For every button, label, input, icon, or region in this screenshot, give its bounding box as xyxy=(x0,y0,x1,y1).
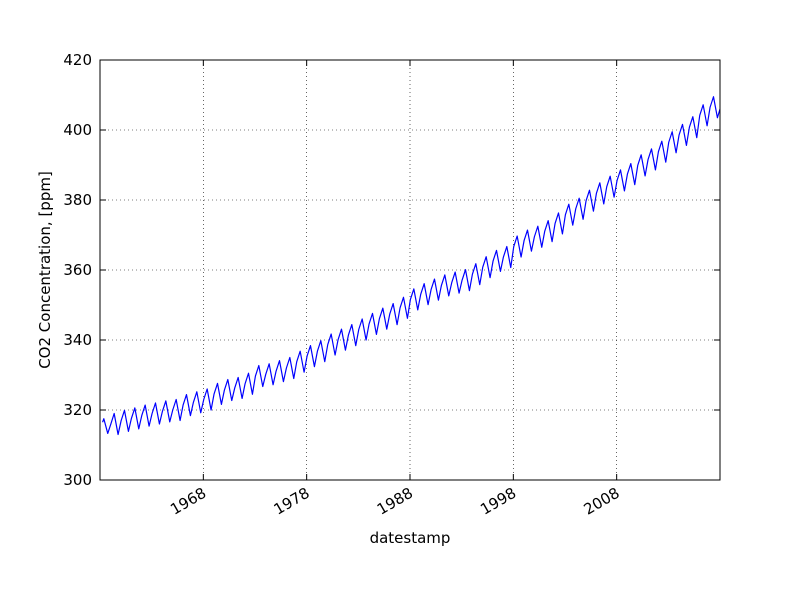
y-tick-label: 300 xyxy=(63,471,92,489)
data-line xyxy=(102,96,721,436)
y-tick-label: 320 xyxy=(63,401,92,419)
y-tick-label: 340 xyxy=(63,331,92,349)
x-axis-label: datestamp xyxy=(370,529,451,547)
plot-frame xyxy=(99,59,721,481)
y-tick-label: 420 xyxy=(63,51,92,69)
y-axis-label: CO2 Concentration, [ppm] xyxy=(36,171,54,369)
y-tick-label: 360 xyxy=(63,261,92,279)
y-tick-label: 400 xyxy=(63,121,92,139)
y-tick-label: 380 xyxy=(63,191,92,209)
